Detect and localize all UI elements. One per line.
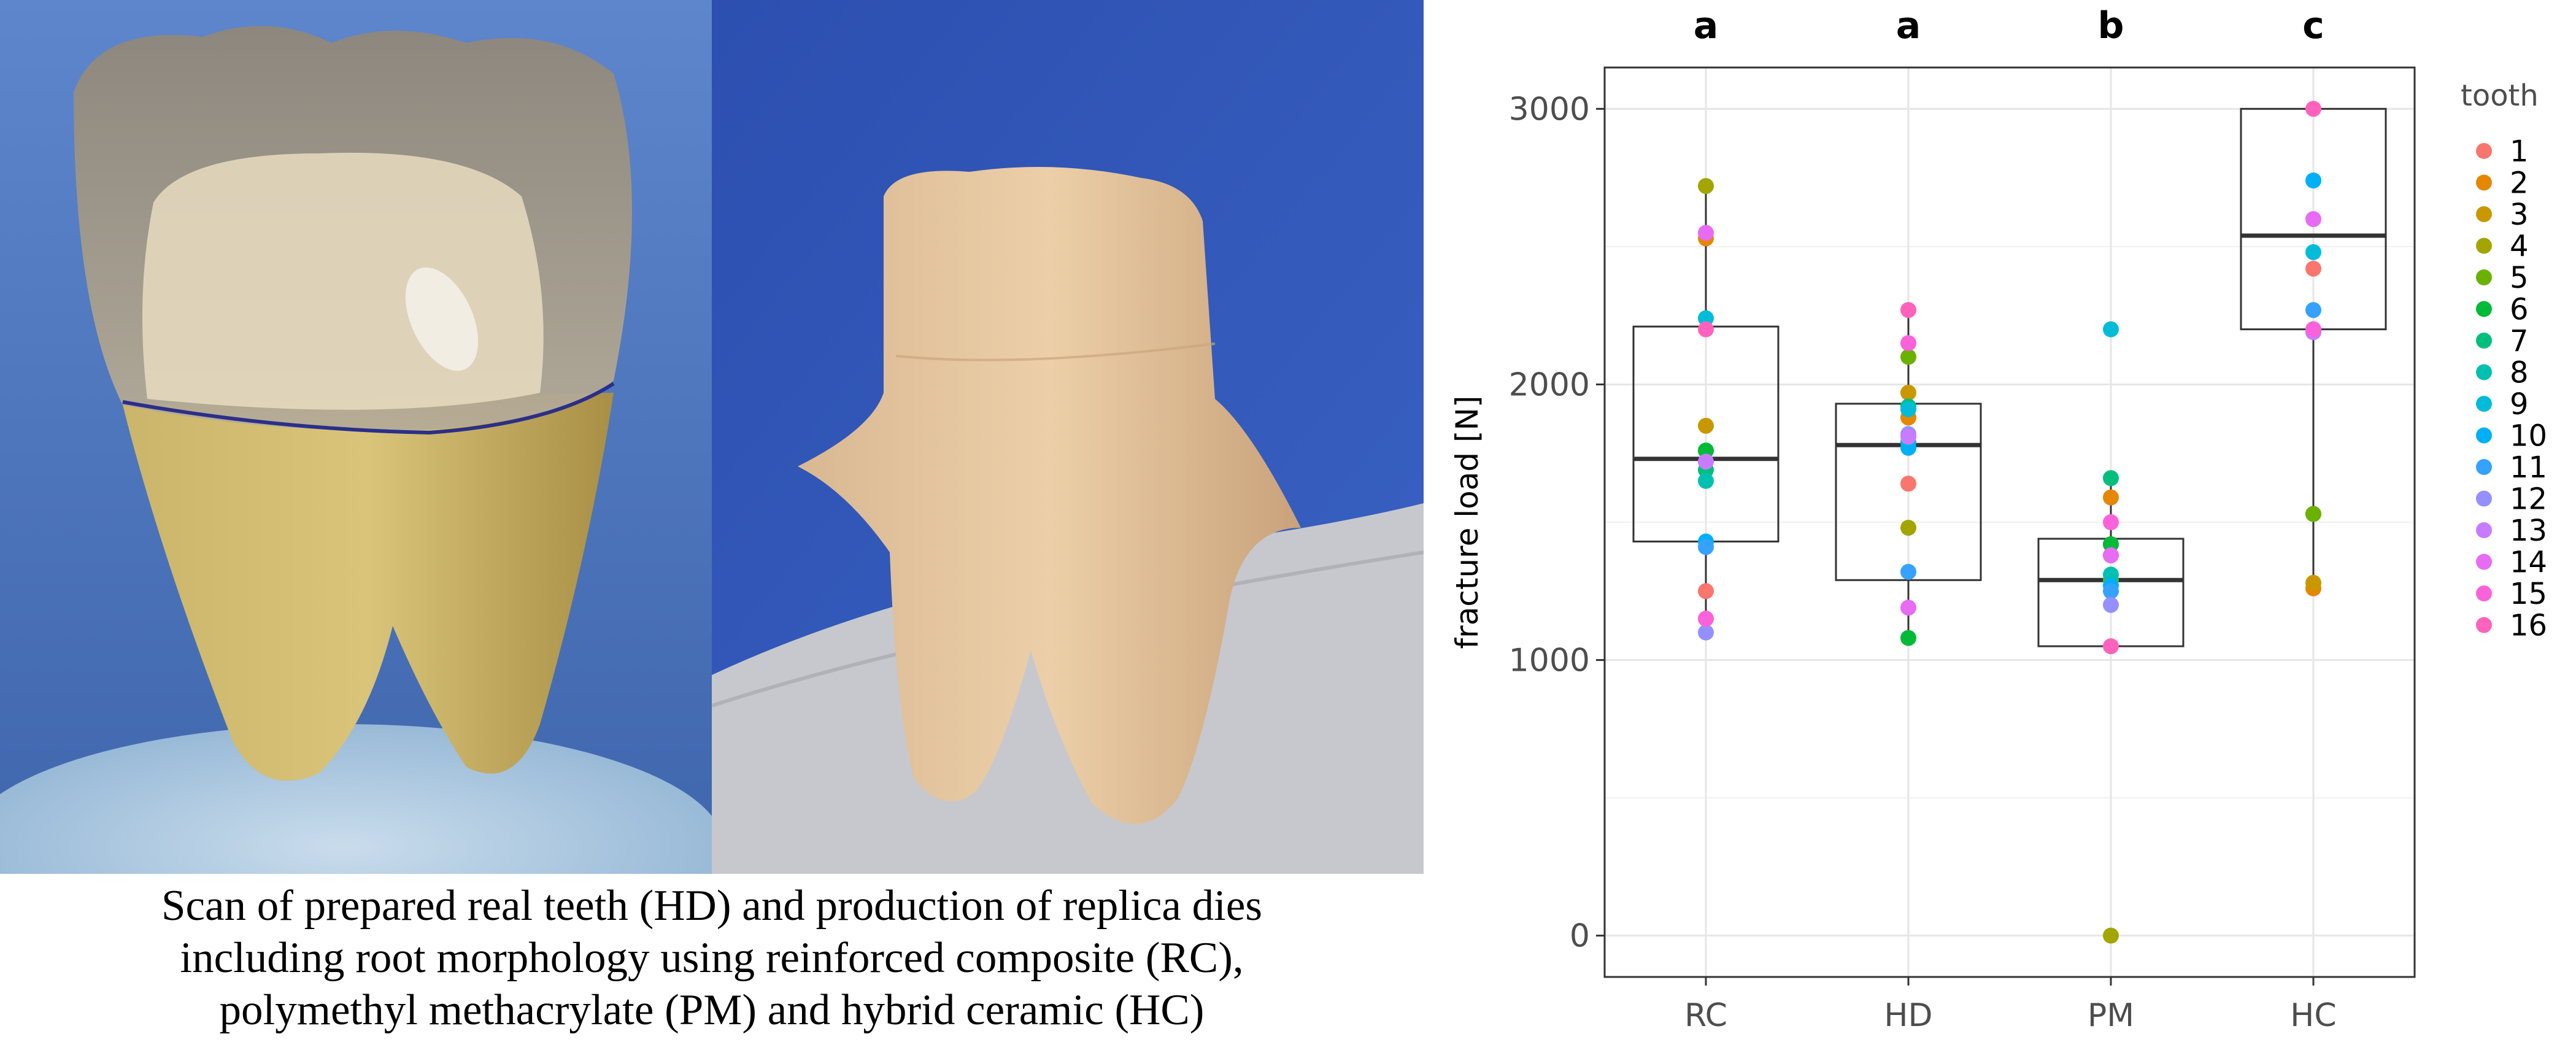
data-point-tooth-14 <box>1698 225 1714 241</box>
data-point-tooth-9 <box>1900 401 1916 417</box>
legend-label: 11 <box>2510 450 2547 485</box>
data-point-tooth-6 <box>2103 536 2119 552</box>
y-tick-label: 1000 <box>1509 643 1590 679</box>
data-point-tooth-3 <box>1900 384 1916 401</box>
legend-label: 3 <box>2510 198 2529 232</box>
legend-label: 5 <box>2510 261 2529 295</box>
data-point-tooth-14 <box>2103 547 2119 563</box>
caption-line: Scan of prepared real teeth (HD) and pro… <box>161 881 1262 930</box>
data-point-tooth-15 <box>1698 611 1714 627</box>
data-point-tooth-6 <box>1900 630 1916 646</box>
legend-key <box>2476 554 2492 570</box>
legend-key <box>2476 206 2492 222</box>
data-point-tooth-14 <box>2305 211 2321 227</box>
data-point-tooth-1 <box>1698 583 1714 600</box>
data-point-tooth-10 <box>1900 439 1916 456</box>
data-point-tooth-7 <box>2103 470 2119 487</box>
data-point-tooth-11 <box>2305 302 2321 318</box>
data-point-tooth-8 <box>2103 566 2119 583</box>
legend-label: 1 <box>2510 134 2529 169</box>
data-point-tooth-13 <box>1698 453 1714 470</box>
x-tick-label: HC <box>2290 997 2336 1034</box>
data-point-tooth-1 <box>1900 476 1916 492</box>
legend-key <box>2476 269 2492 285</box>
data-point-tooth-10 <box>2305 172 2321 189</box>
significance-letter: a <box>1896 4 1921 47</box>
data-point-tooth-4 <box>1900 519 1916 536</box>
data-point-tooth-16 <box>1698 321 1714 338</box>
legend-key <box>2476 459 2492 475</box>
legend-key <box>2476 617 2492 633</box>
replica-die-image <box>712 0 1424 874</box>
data-point-tooth-13 <box>1900 428 1916 445</box>
legend-key <box>2476 427 2492 444</box>
data-point-tooth-4 <box>2103 927 2119 944</box>
fracture-load-boxplot: 0 1000 2000 3000 RC HD PM HC a a b c fracture loa… <box>1449 4 2547 1034</box>
y-tick-label: 3000 <box>1509 91 1590 128</box>
legend-label: 12 <box>2510 482 2547 517</box>
legend-label: 13 <box>2510 514 2547 548</box>
data-point-tooth-15 <box>1900 335 1916 352</box>
legend-key <box>2476 333 2492 349</box>
data-point-tooth-4 <box>1698 178 1714 195</box>
legend-label: 9 <box>2510 387 2529 422</box>
legend-label: 7 <box>2510 324 2529 358</box>
data-point-tooth-8 <box>1698 473 1714 489</box>
data-point-tooth-6 <box>1698 442 1714 459</box>
legend-label: 4 <box>2510 230 2529 264</box>
significance-letter: c <box>2302 4 2324 47</box>
significance-letter: b <box>2098 4 2124 47</box>
legend-label: 2 <box>2510 166 2529 201</box>
legend-key <box>2476 396 2492 412</box>
legend-label: 8 <box>2510 356 2529 390</box>
legend-key <box>2476 522 2492 538</box>
data-point-tooth-3 <box>2305 574 2321 591</box>
legend-label: 10 <box>2510 419 2547 453</box>
caption-line: including root morphology using reinforc… <box>180 933 1244 982</box>
caption-line: polymethyl methacrylate (PM) and hybrid … <box>219 986 1205 1034</box>
data-point-tooth-9 <box>2103 321 2119 338</box>
legend-key <box>2476 174 2492 191</box>
data-point-tooth-5 <box>2305 506 2321 522</box>
legend-label: 15 <box>2510 577 2547 611</box>
y-axis-title: fracture load [N] <box>1449 396 1485 649</box>
data-point-tooth-11 <box>1900 563 1916 580</box>
data-point-tooth-12 <box>1698 624 1714 641</box>
y-tick-label: 2000 <box>1509 366 1590 403</box>
legend-label: 16 <box>2510 609 2547 643</box>
data-point-tooth-15 <box>2103 514 2119 530</box>
data-point-tooth-2 <box>2103 489 2119 506</box>
x-tick-label: RC <box>1684 997 1727 1034</box>
data-point-tooth-14 <box>1900 600 1916 616</box>
legend-title: tooth <box>2461 79 2539 113</box>
data-point-tooth-11 <box>1698 539 1714 555</box>
data-point-tooth-9 <box>1698 310 1714 326</box>
x-tick-label: PM <box>2088 997 2134 1034</box>
legend-label: 6 <box>2510 293 2529 327</box>
legend-key <box>2476 237 2492 254</box>
tooth-scan-image <box>0 0 712 874</box>
data-point-tooth-5 <box>1900 349 1916 365</box>
legend-key <box>2476 364 2492 380</box>
data-point-tooth-15 <box>2305 321 2321 338</box>
y-tick-label: 0 <box>1570 918 1590 955</box>
data-point-tooth-16 <box>2103 638 2119 655</box>
data-point-tooth-1 <box>2305 260 2321 277</box>
data-point-tooth-12 <box>2103 596 2119 613</box>
legend-key <box>2476 301 2492 317</box>
legend-key <box>2476 490 2492 507</box>
significance-letter: a <box>1694 4 1719 47</box>
data-point-tooth-3 <box>1698 417 1714 434</box>
legend-label: 14 <box>2510 546 2547 580</box>
legend-key <box>2476 143 2492 159</box>
x-tick-label: HD <box>1884 997 1932 1034</box>
data-point-tooth-11 <box>2103 583 2119 600</box>
legend-key <box>2476 585 2492 601</box>
data-point-tooth-16 <box>1900 302 1916 318</box>
data-point-tooth-16 <box>2305 101 2321 117</box>
figure-caption: Scan of prepared real teeth (HD) and pro… <box>0 874 1424 1042</box>
data-point-tooth-9 <box>2305 244 2321 260</box>
plot-border <box>1603 66 2416 978</box>
